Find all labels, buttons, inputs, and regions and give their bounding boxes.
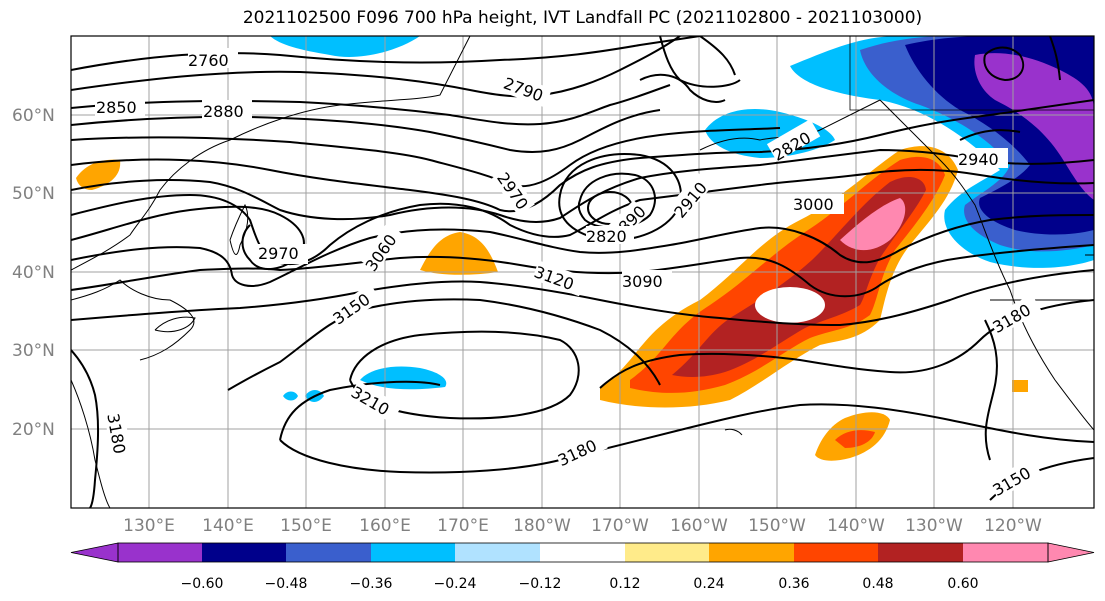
colorbar-tick: −0.12 (519, 576, 562, 592)
ivt-negative-ne-purple (974, 53, 1094, 200)
contour-label: 2820 (586, 227, 627, 246)
colorbar-segment (794, 543, 878, 562)
lon-label: 140°E (202, 516, 254, 536)
colorbar-tick: −0.48 (265, 576, 308, 592)
colorbar-segment (371, 543, 455, 562)
colorbar-tick: 0.48 (862, 576, 893, 592)
colorbar-tick: −0.60 (181, 576, 224, 592)
colorbar-segment (286, 543, 371, 562)
lon-label: 160°E (359, 516, 411, 536)
latitude-axis: 60°N 50°N 40°N 30°N 20°N (12, 106, 55, 440)
lon-label: 180°W (513, 516, 571, 536)
contour-label: 2880 (203, 102, 244, 121)
colorbar (70, 542, 1095, 563)
colorbar-segment (540, 543, 625, 562)
lat-label-50n: 50°N (12, 184, 55, 204)
map-title: 2021102500 F096 700 hPa height, IVT Land… (242, 8, 923, 28)
map-border (70, 35, 1095, 509)
colorbar-tick: −0.24 (434, 576, 477, 592)
lon-label: 170°E (437, 516, 489, 536)
colorbar-segment (878, 543, 963, 562)
colorbar-tick: 0.24 (693, 576, 724, 592)
ivt-patch-west (76, 159, 121, 190)
contour-label: 3090 (622, 272, 663, 291)
lon-label: 120°W (984, 516, 1042, 536)
ivt-shading (76, 36, 1094, 461)
lon-label: 140°W (827, 516, 885, 536)
contour-label: 2760 (188, 51, 229, 70)
ivt-patch-small (1012, 380, 1028, 392)
coastlines (71, 36, 1094, 508)
ivt-plume-gap (755, 287, 825, 323)
contour-label: 2940 (958, 150, 999, 169)
lat-label-60n: 60°N (12, 106, 55, 126)
colorbar-segment (202, 543, 286, 562)
colorbar-segment (625, 543, 709, 562)
lon-label: 130°E (123, 516, 175, 536)
ivt-negative-small1 (283, 391, 298, 401)
contour-label: 2970 (258, 244, 299, 263)
lat-label-30n: 30°N (12, 341, 55, 361)
longitude-axis: 130°E 140°E 150°E 160°E 170°E 180°W 170°… (123, 516, 1042, 536)
colorbar-extend-min (70, 542, 119, 563)
lat-label-20n: 20°N (12, 420, 55, 440)
colorbar-tick: 0.12 (609, 576, 640, 592)
contour-label: 2850 (96, 98, 137, 117)
colorbar-segment (455, 543, 540, 562)
colorbar-ticks: −0.60 −0.48 −0.36 −0.24 −0.12 0.12 0.24 … (181, 576, 979, 592)
colorbar-extend-max (1047, 542, 1095, 563)
ivt-patch-170e (420, 232, 498, 275)
lon-label: 160°W (670, 516, 728, 536)
lon-label: 150°W (748, 516, 806, 536)
colorbar-border (117, 542, 1049, 563)
colorbar-segment (118, 543, 202, 562)
colorbar-tick: 0.60 (947, 576, 978, 592)
colorbar-tick: 0.36 (778, 576, 809, 592)
colorbar-segment (963, 543, 1048, 562)
colorbar-segment (709, 543, 794, 562)
lon-label: 170°W (591, 516, 649, 536)
contour-label: 3000 (793, 195, 834, 214)
lat-label-40n: 40°N (12, 263, 55, 283)
lon-label: 130°W (905, 516, 963, 536)
ivt-patch-hawaii-red (835, 430, 875, 448)
lon-label: 150°E (280, 516, 332, 536)
colorbar-tick: −0.36 (350, 576, 393, 592)
ivt-negative-top-blue (270, 36, 420, 58)
